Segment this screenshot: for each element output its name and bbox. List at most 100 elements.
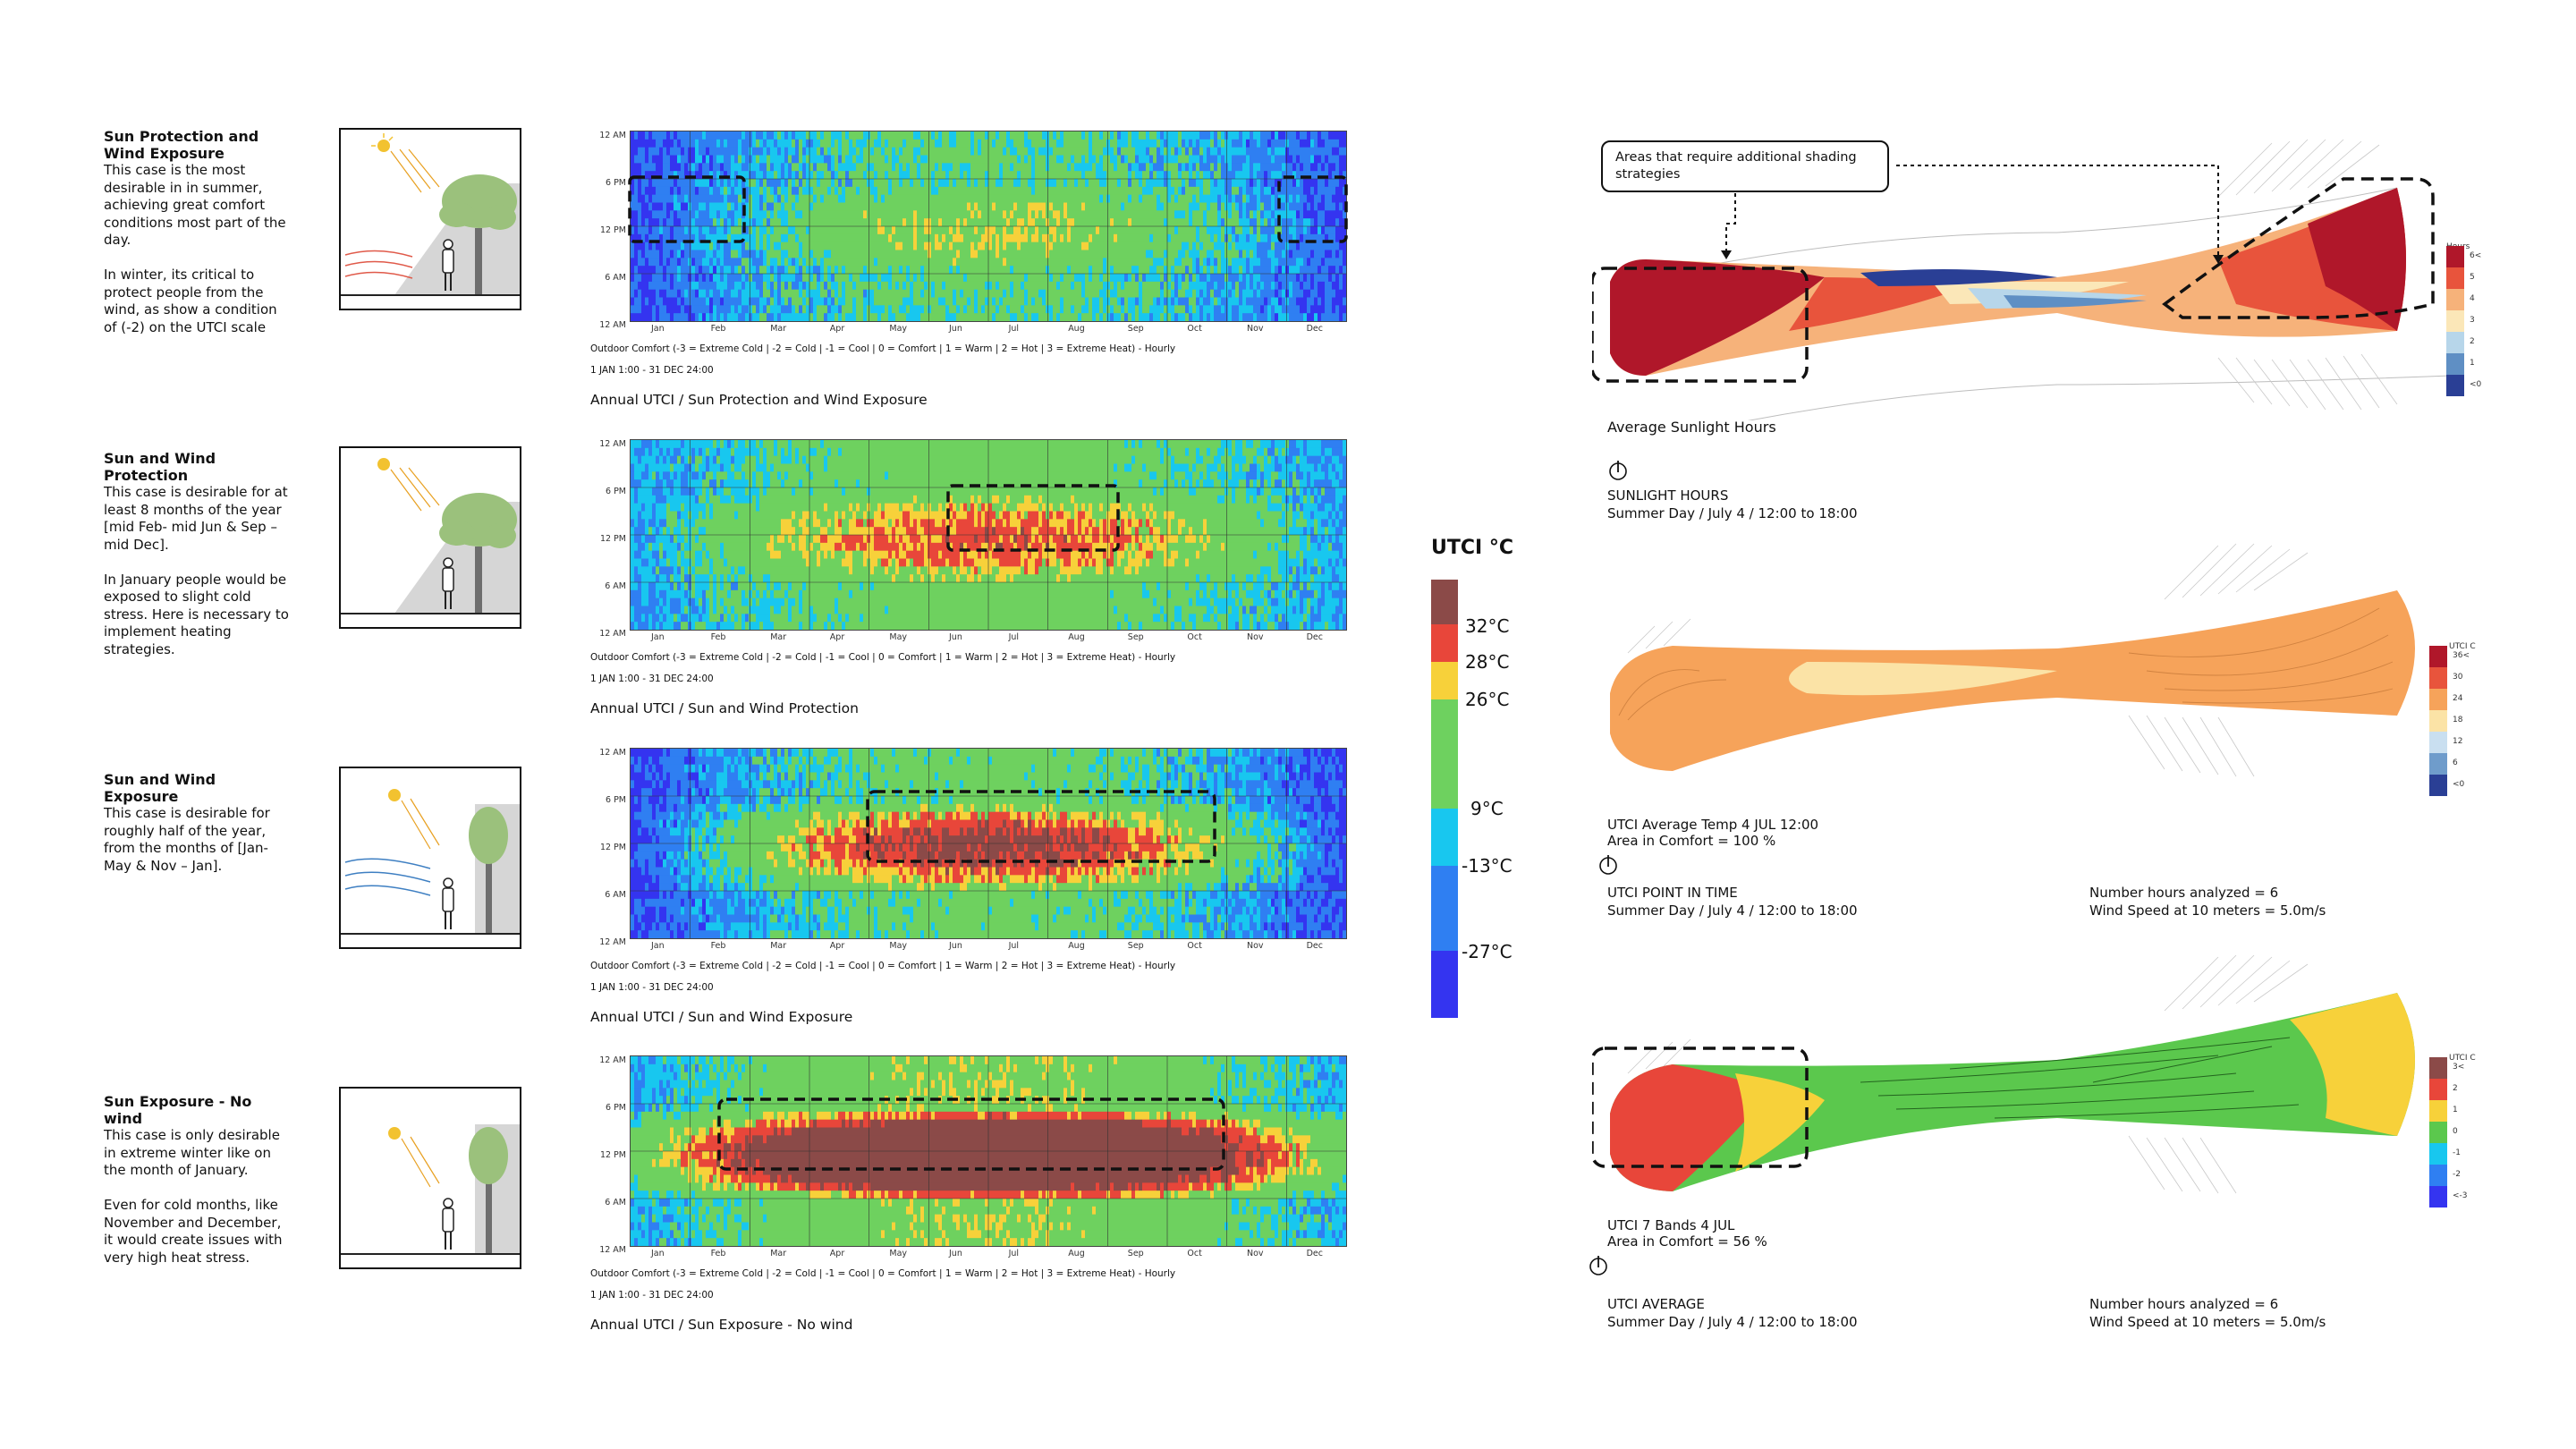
chart-title: Annual UTCI / Sun Exposure - No wind — [590, 1317, 853, 1333]
month-label: Sep — [1127, 941, 1144, 951]
legend-swatch — [2429, 689, 2447, 710]
period-caption: 1 JAN 1:00 - 31 DEC 24:00 — [590, 982, 714, 993]
legend-label: 18 — [2453, 716, 2463, 724]
model-subtitle: Summer Day / July 4 / 12:00 to 18:00 — [1607, 902, 1858, 919]
illustration-sun-wind-exposure — [339, 767, 521, 949]
legend-label: <0 — [2470, 380, 2482, 389]
month-label: Dec — [1306, 941, 1323, 951]
case-3-description: Sun and Wind Exposure This case is desir… — [104, 771, 292, 875]
month-label: Jan — [651, 941, 665, 951]
legend-swatch — [2429, 1122, 2447, 1143]
scale-caption: Outdoor Comfort (-3 = Extreme Cold | -2 … — [590, 961, 1176, 971]
annual-utci-chart-4: 12 AM 6 PM 12 PM 6 AM 12 AM Jan Feb Mar Apr… — [590, 1050, 1351, 1336]
month-label: Sep — [1127, 1249, 1144, 1258]
utci-tick: -27°C — [1462, 941, 1513, 962]
month-label: Nov — [1247, 941, 1264, 951]
legend-swatch — [2446, 246, 2464, 267]
compass-icon — [1598, 855, 1618, 875]
month-label: May — [889, 324, 908, 334]
hour-label: 12 AM — [599, 439, 626, 449]
chart-title: Annual UTCI / Sun and Wind Protection — [590, 700, 859, 716]
month-label: Aug — [1068, 941, 1085, 951]
hour-label: 6 AM — [605, 1198, 626, 1208]
model-caption-line2: Area in Comfort = 100 % — [1607, 833, 1776, 849]
month-label: Feb — [710, 941, 726, 951]
hour-label: 12 PM — [599, 843, 626, 852]
model-info-line2: Wind Speed at 10 meters = 5.0m/s — [2089, 1314, 2326, 1330]
case-2-description: Sun and Wind Protection This case is des… — [104, 450, 292, 658]
hour-label: 12 AM — [599, 1245, 626, 1255]
month-label: Apr — [829, 324, 845, 334]
month-label: Mar — [770, 632, 787, 642]
model-caption-line1: UTCI 7 Bands 4 JUL — [1607, 1217, 1735, 1233]
period-caption: 1 JAN 1:00 - 31 DEC 24:00 — [590, 674, 714, 684]
month-label: Jan — [651, 324, 665, 334]
utci-legend-bar — [1431, 580, 1458, 1018]
legend-swatch — [2429, 753, 2447, 775]
case-1-description: Sun Protection and Wind Exposure This ca… — [104, 128, 292, 336]
legend-swatch — [2429, 1186, 2447, 1208]
legend-label: 3< — [2453, 1063, 2465, 1072]
model-info-line2: Wind Speed at 10 meters = 5.0m/s — [2089, 902, 2326, 919]
hour-label: 12 AM — [599, 937, 626, 947]
annual-utci-chart-3: 12 AM 6 PM 12 PM 6 AM 12 AM Jan Feb Mar Apr… — [590, 742, 1351, 1029]
legend-swatch — [2446, 310, 2464, 332]
month-label: Jul — [1008, 632, 1020, 642]
hour-label: 12 PM — [599, 1150, 626, 1160]
mini-legend-title: UTCI C — [2449, 642, 2476, 651]
legend-swatch — [2429, 1165, 2447, 1186]
case-title: Sun Protection and Wind Exposure — [104, 128, 259, 162]
legend-label: -2 — [2453, 1170, 2461, 1179]
model-info-line1: Number hours analyzed = 6 — [2089, 885, 2279, 901]
month-label: Jul — [1008, 1249, 1020, 1258]
legend-label: 0 — [2453, 1127, 2458, 1136]
case-text: This case is desirable for at least 8 mo… — [104, 484, 289, 657]
month-axis: Jan Feb Mar Apr May Jun Jul Aug Sep Oct Nov Dec — [630, 1249, 1345, 1261]
hour-label: 12 PM — [599, 534, 626, 544]
legend-swatch — [2429, 775, 2447, 796]
month-label: Feb — [710, 1249, 726, 1258]
utci-tick: 32°C — [1465, 615, 1510, 637]
hour-label: 6 PM — [606, 795, 626, 805]
legend-label: 24 — [2453, 694, 2463, 703]
case-title: Sun Exposure - No wind — [104, 1093, 252, 1127]
month-label: Apr — [829, 632, 845, 642]
hour-label: 12 AM — [599, 1055, 626, 1065]
month-label: May — [889, 632, 908, 642]
hour-label: 12 AM — [599, 629, 626, 639]
month-label: Feb — [710, 324, 726, 334]
model-subtitle: Summer Day / July 4 / 12:00 to 18:00 — [1607, 505, 1858, 521]
month-label: Jan — [651, 632, 665, 642]
sunlight-hours-model — [1590, 125, 2469, 439]
utci-heatmap — [630, 1055, 1347, 1247]
month-label: Oct — [1187, 1249, 1202, 1258]
model-title: UTCI POINT IN TIME — [1607, 885, 1738, 901]
month-label: Nov — [1247, 1249, 1264, 1258]
month-label: Jan — [651, 1249, 665, 1258]
case-title: Sun and Wind Protection — [104, 450, 216, 484]
month-label: Jun — [949, 1249, 962, 1258]
period-caption: 1 JAN 1:00 - 31 DEC 24:00 — [590, 1290, 714, 1301]
month-label: Dec — [1306, 632, 1323, 642]
utci-point-in-time-model — [1592, 537, 2469, 805]
month-label: Feb — [710, 632, 726, 642]
month-label: Jun — [949, 941, 962, 951]
legend-label: 1 — [2453, 1106, 2458, 1114]
scale-caption: Outdoor Comfort (-3 = Extreme Cold | -2 … — [590, 652, 1176, 663]
legend-swatch — [2446, 332, 2464, 353]
hour-label: 6 PM — [606, 487, 626, 496]
utci-tick: 9°C — [1470, 798, 1504, 819]
legend-swatch — [2429, 667, 2447, 689]
month-axis: Jan Feb Mar Apr May Jun Jul Aug Sep Oct Nov Dec — [630, 941, 1345, 953]
month-label: Jul — [1008, 941, 1020, 951]
month-label: Oct — [1187, 632, 1202, 642]
month-label: Apr — [829, 941, 845, 951]
month-label: Aug — [1068, 632, 1085, 642]
legend-label: 6< — [2470, 251, 2482, 260]
mini-legend-title: UTCI C — [2449, 1054, 2476, 1063]
hour-label: 12 AM — [599, 131, 626, 140]
legend-swatch — [2429, 1079, 2447, 1100]
month-label: Nov — [1247, 632, 1264, 642]
utci-tick: -13°C — [1462, 855, 1513, 877]
legend-swatch — [2446, 267, 2464, 289]
